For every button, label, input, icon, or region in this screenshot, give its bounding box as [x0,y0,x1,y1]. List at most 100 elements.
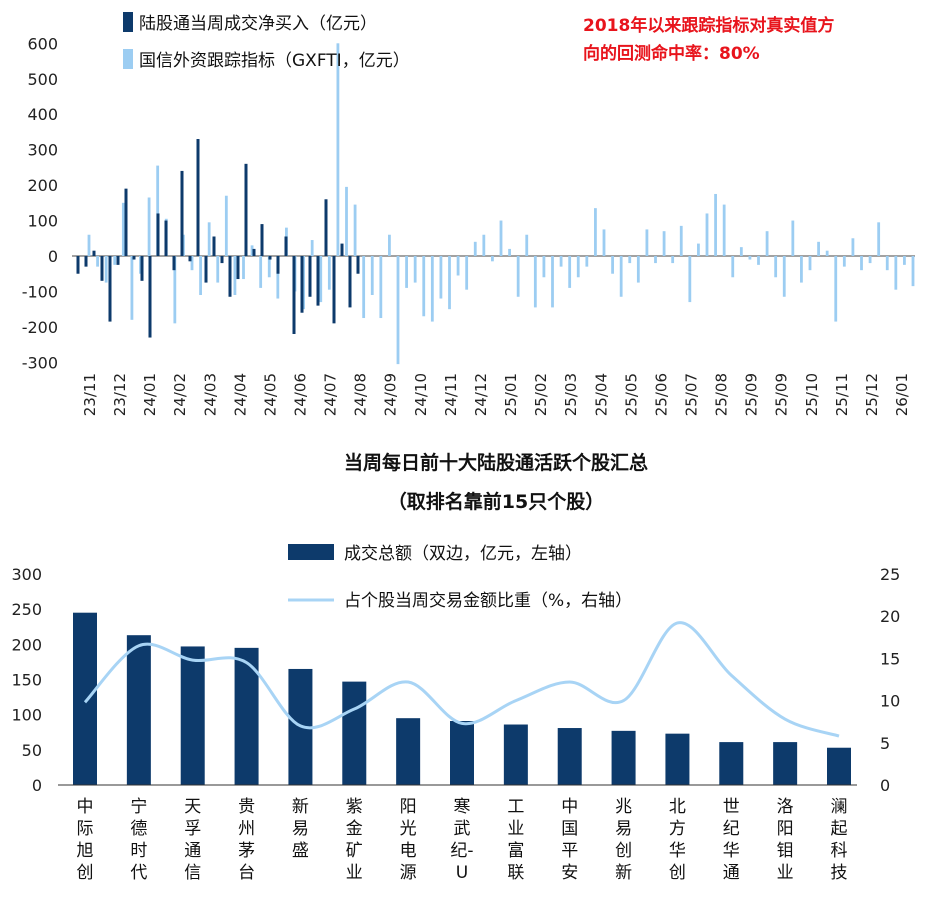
chart2-y-tick-label: 150 [11,671,42,690]
chart1-bar-gxfti [568,256,572,288]
chart1-bar-gxfti [860,256,863,271]
chart1-bar-gxfti [619,256,623,297]
legend-swatch-gxfti [123,49,133,69]
chart1-bar-net-buy [268,256,272,260]
chart1-bar-net-buy [236,256,240,280]
chart2-y-tick-label: 300 [11,565,42,584]
chart2-y-tick-label: 0 [32,776,42,795]
chart1-bar-gxfti [482,234,486,256]
chart1-bar-net-buy [308,256,312,297]
legend-swatch-turnover [288,544,334,560]
chart1-x-tick-label: 25/05 [622,373,640,416]
chart1-bar-gxfti [791,220,795,256]
chart1-y-tick-label: 300 [27,141,58,160]
chart2-bar-turnover [396,718,421,785]
chart1-bar-net-buy [196,139,200,256]
chart1-x-tick-label: 24/07 [322,373,340,416]
chart1-bar-gxfti [714,193,717,256]
chart1-bar-net-buy [300,256,304,313]
chart1-bar-gxfti [259,256,263,288]
chart1-x-tick-label: 25/04 [592,373,610,416]
chart1-bar-net-buy [188,256,192,262]
chart1-y-tick-label: 0 [48,247,58,266]
chart1-x-tick-label: 24/11 [442,373,460,416]
chart1-bar-gxfti [267,256,271,278]
chart1-bar-gxfti [903,256,906,265]
chart1-x-tick-label: 25/12 [863,373,881,416]
chart1-bar-gxfti [851,238,855,256]
chart1-bar-gxfti [439,256,443,299]
chart1-x-tick-label: 24/01 [141,373,159,416]
chart1-bar-gxfti [276,256,280,299]
chart1-bar-net-buy [108,256,112,322]
chart1-series-net-buy [76,139,360,338]
chart1-bar-gxfti [516,256,520,297]
chart1-x-tick-label: 23/11 [81,373,99,416]
chart1-bar-net-buy [220,256,224,264]
chart1-bar-gxfti [705,213,709,256]
chart2-bar-turnover [126,635,151,785]
chart1-x-tick-label: 25/11 [833,373,851,416]
chart1-bar-net-buy [292,256,296,334]
chart1-x-tick-label: 25/08 [713,373,731,416]
chart1-bar-gxfti [121,202,125,256]
chart2-y2-tick-label: 5 [880,734,890,753]
chart1-x-tick-label: 23/12 [111,373,129,416]
chart2-bar-turnover [557,728,582,785]
chart1-bar-net-buy [148,256,152,338]
chart2-category-label: 寒武纪-U [450,797,473,883]
chart1-bar-gxfti [774,256,778,278]
chart2-category-labels: 中际旭创 宁德时代 天孚通信 贵州茅台 新易盛 紫金矿业 阳光电源 寒武纪-U 工业富联 中国平安… [77,797,848,883]
chart1-x-tick-label: 26/01 [893,373,911,416]
chart2-bar-turnover [503,724,528,785]
chart2-category-label: 阳光电源 [400,797,417,883]
chart1-x-tick-label: 24/08 [352,373,370,416]
chart1-bar-net-buy [180,170,184,256]
chart1-bar-gxfti [370,256,374,295]
chart2-legend: 成交总额（双边，亿元，左轴） 占个股当周交易金额比重（%，右轴） [288,544,632,611]
legend-label-gxfti: 国信外资跟踪指标（GXFTI，亿元） [139,51,410,71]
chart1-bar-net-buy [244,163,248,256]
chart1-bar-gxfti [817,241,820,256]
chart2-category-label: 中际旭创 [77,797,94,883]
chart1-bar-gxfti [679,225,683,256]
chart1-bar-gxfti [147,197,151,256]
chart1-bar-gxfti [551,256,554,308]
chart2-bar-turnover [180,646,205,785]
hit-rate-annotation-line1: 2018年以来跟踪指标对真实值方 [583,15,834,36]
chart1-bar-net-buy [212,236,216,256]
chart1-bar-gxfti [508,248,511,256]
chart1-bar-net-buy [348,256,352,308]
chart2-bar-turnover [342,681,367,785]
chart1-bar-gxfti [233,256,237,295]
chart1-bar-gxfti [645,229,649,256]
chart1-y-tick-label: -100 [22,282,58,301]
chart1-bar-gxfti [611,256,614,274]
chart1-y-tick-label: 200 [27,176,58,195]
chart2-series-turnover [73,612,851,785]
chart1-bar-net-buy [316,256,320,306]
chart1-bar-gxfti [207,222,211,256]
chart1-bar-net-buy [252,248,256,256]
chart1-bar-net-buy [204,256,208,283]
chart1-x-tick-label: 25/09 [773,373,791,416]
chart1-bar-net-buy [156,213,160,256]
chart1-y-tick-label: 400 [27,105,58,124]
chart1-bar-gxfti [388,234,391,256]
chart1-bar-gxfti [379,256,383,319]
chart1-bar-gxfti [671,256,675,264]
chart2-y-tick-label: 100 [11,706,42,725]
chart1-x-tick-label: 24/09 [382,373,400,416]
chart1-bar-gxfti [808,256,812,271]
chart1-bar-net-buy [284,236,288,256]
chart1-bar-gxfti [662,231,666,256]
chart2-y2-tick-label: 0 [880,776,890,795]
chart1-series-gxfti [87,43,915,365]
chart2-y-tick-label: 250 [11,600,42,619]
chart2-bar-turnover [827,747,851,785]
chart1-bar-gxfti [842,256,846,267]
chart1-bar-gxfti [559,256,563,267]
chart2-y2-tick-label: 20 [880,607,900,626]
chart1-bar-gxfti [327,256,331,290]
chart1-bar-gxfti [345,186,348,256]
